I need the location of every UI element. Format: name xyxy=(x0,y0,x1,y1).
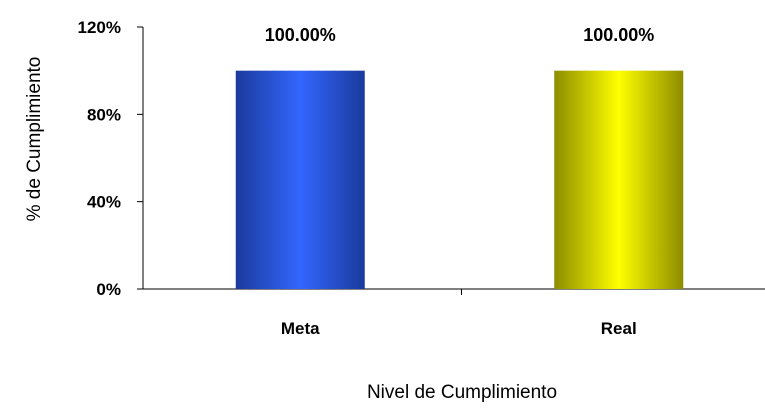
bar xyxy=(235,70,365,290)
x-tick-label: Real xyxy=(601,319,637,338)
y-axis-title: % de Cumplimiento xyxy=(24,57,45,222)
x-tick-label: Meta xyxy=(281,319,320,338)
data-label: 100.00% xyxy=(265,25,336,45)
y-tick-label: 40% xyxy=(87,193,121,212)
y-tick-label: 80% xyxy=(87,105,121,124)
y-tick-label: 0% xyxy=(96,280,121,299)
data-label: 100.00% xyxy=(583,25,654,45)
plot-area: 0% 40% 80% 120% 100.00% Meta 100.00% Real xyxy=(78,18,765,338)
x-axis-title: Nivel de Cumplimiento xyxy=(367,382,557,403)
bar xyxy=(554,70,684,290)
y-tick-label: 120% xyxy=(78,18,121,37)
